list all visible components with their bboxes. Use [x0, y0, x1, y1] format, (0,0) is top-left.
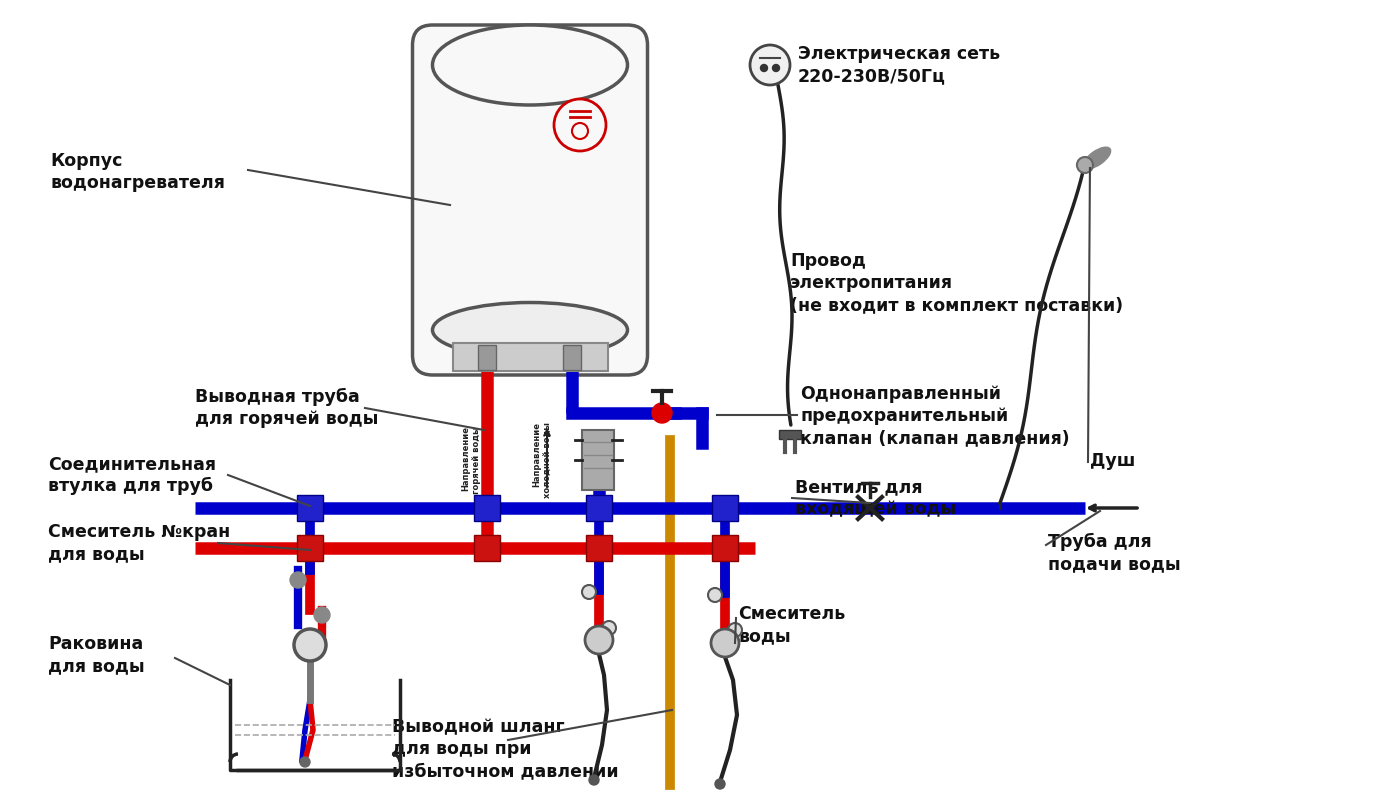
- Bar: [583, 430, 614, 490]
- Bar: [563, 345, 581, 370]
- Circle shape: [585, 626, 613, 654]
- Ellipse shape: [1084, 147, 1110, 169]
- Bar: [779, 430, 801, 439]
- Ellipse shape: [432, 25, 627, 105]
- Circle shape: [602, 621, 616, 635]
- Text: Смеситель №кран
для воды: Смеситель №кран для воды: [48, 523, 230, 563]
- FancyBboxPatch shape: [412, 25, 648, 375]
- Circle shape: [728, 623, 742, 637]
- Text: Труба для
подачи воды: Труба для подачи воды: [1048, 533, 1181, 574]
- Text: Направление
холодной воды: Направление холодной воды: [533, 422, 552, 498]
- Bar: [711, 535, 738, 561]
- Circle shape: [291, 572, 306, 588]
- Bar: [298, 535, 322, 561]
- Circle shape: [583, 585, 597, 599]
- Text: Раковина
для воды: Раковина для воды: [48, 635, 144, 675]
- Text: Выводная труба
для горячей воды: Выводная труба для горячей воды: [195, 388, 378, 428]
- Text: Смеситель
воды: Смеситель воды: [738, 605, 846, 645]
- Text: Вентиль для
входящей воды: Вентиль для входящей воды: [794, 478, 956, 518]
- Bar: [711, 495, 738, 521]
- Circle shape: [314, 607, 329, 623]
- Bar: [477, 345, 495, 370]
- Text: Электрическая сеть
220-230В/50Гц: Электрическая сеть 220-230В/50Гц: [799, 45, 1001, 86]
- Text: Провод
электропитания
(не входит в комплект поставки): Провод электропитания (не входит в компл…: [790, 252, 1124, 314]
- Circle shape: [711, 629, 739, 657]
- Circle shape: [1077, 157, 1093, 173]
- Text: Однонаправленный
предохранительный
клапан (клапан давления): Однонаправленный предохранительный клапа…: [800, 385, 1070, 447]
- Circle shape: [709, 588, 722, 602]
- Bar: [473, 495, 500, 521]
- Ellipse shape: [432, 302, 627, 358]
- Text: Соединительная
втулка для труб: Соединительная втулка для труб: [48, 455, 216, 495]
- Bar: [585, 535, 612, 561]
- Bar: [473, 535, 500, 561]
- Text: Душ: Душ: [1091, 452, 1135, 470]
- Circle shape: [590, 775, 599, 785]
- Text: Выводной шланг
для воды при
избыточном давлении: Выводной шланг для воды при избыточном д…: [392, 718, 619, 781]
- Text: Направление
горячей воды: Направление горячей воды: [462, 426, 482, 494]
- Circle shape: [750, 45, 790, 85]
- Bar: [298, 495, 322, 521]
- Bar: [585, 495, 612, 521]
- Circle shape: [293, 629, 327, 661]
- Circle shape: [716, 779, 725, 789]
- Circle shape: [554, 99, 606, 151]
- Circle shape: [300, 757, 310, 767]
- Circle shape: [652, 403, 673, 423]
- Circle shape: [760, 65, 768, 71]
- Circle shape: [772, 65, 779, 71]
- Text: Корпус
водонагревателя: Корпус водонагревателя: [50, 152, 224, 192]
- Bar: [453, 343, 608, 371]
